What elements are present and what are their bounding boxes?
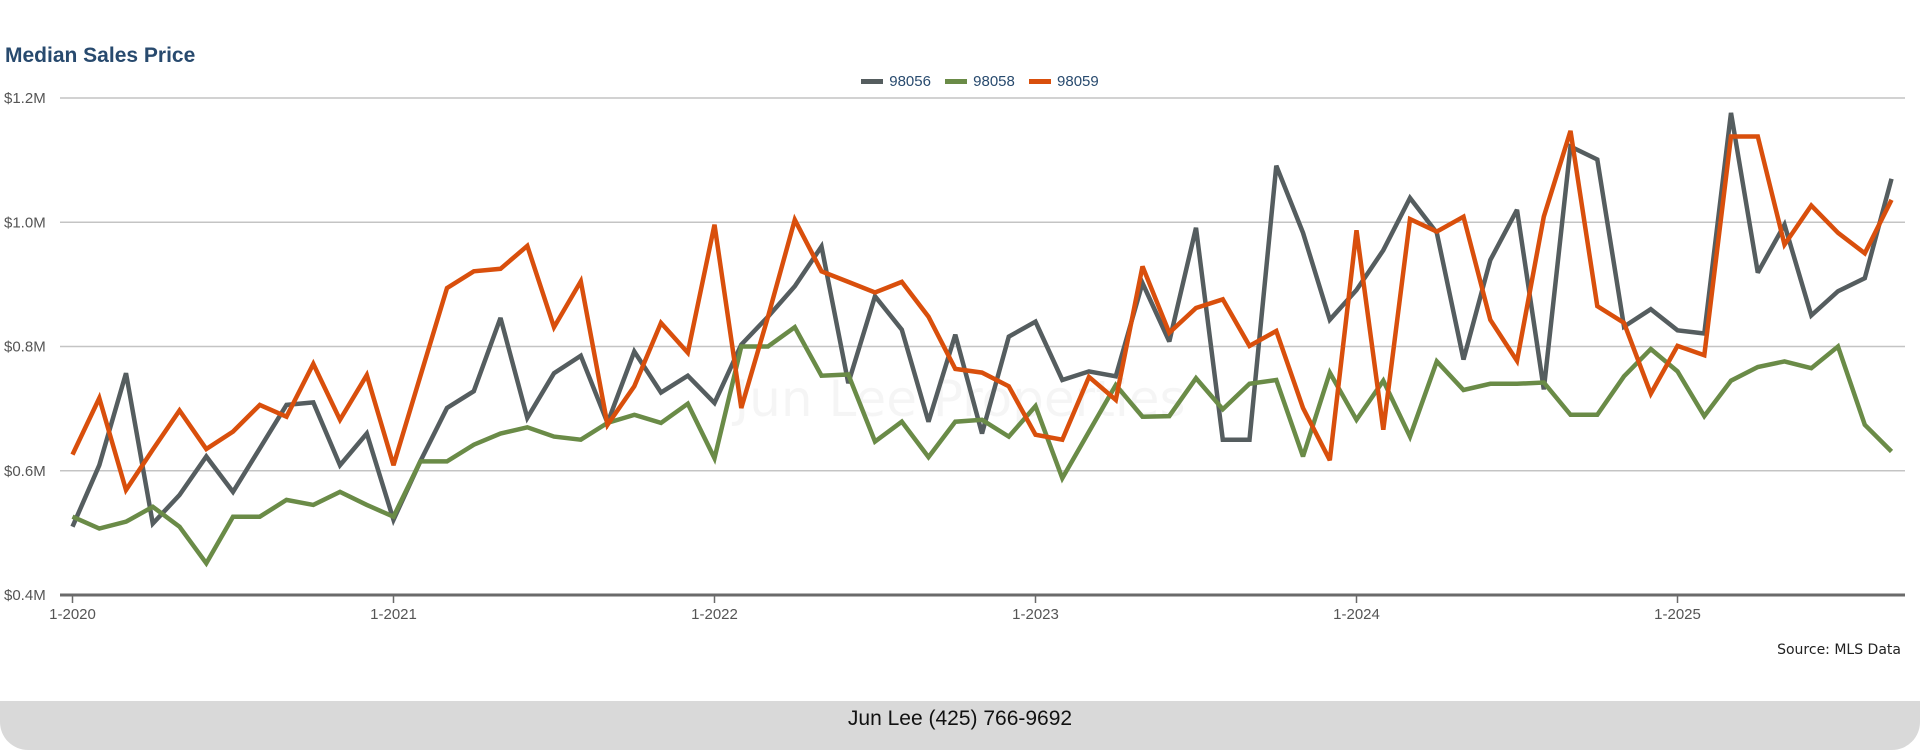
y-tick-label: $0.4M	[4, 587, 46, 604]
series-line-98059	[70, 130, 1894, 496]
series-line-98056	[70, 112, 1894, 529]
contact-text: Jun Lee (425) 766-9692	[847, 707, 1073, 730]
chart-legend: 98056 98058 98059	[0, 73, 1920, 90]
legend-swatch	[945, 78, 968, 84]
source-note: Source: MLS Data	[1777, 642, 1901, 658]
y-tick-label: $0.6M	[4, 463, 46, 480]
legend-item-98059[interactable]: 98059	[1029, 73, 1099, 90]
legend-label: 98058	[973, 73, 1015, 90]
series-98058	[71, 323, 1894, 568]
y-tick-label: $1.2M	[4, 90, 46, 107]
y-axis-labels: $1.2M $1.0M $0.8M $0.6M $0.4M	[4, 90, 46, 604]
y-tick-label: $1.0M	[4, 214, 46, 231]
series-lines	[70, 112, 1894, 568]
series-line-98058	[71, 323, 1894, 568]
legend-swatch	[1029, 78, 1052, 84]
y-tick-label: $0.8M	[4, 339, 46, 356]
x-axis: 1-2020 1-2021 1-2022 1-2023 1-2024 1-2025	[49, 593, 1905, 623]
line-chart: $1.2M$1.0M$0.8M$0.6M$0.4M 1-2020 1-2021 1-…	[4, 90, 1905, 623]
legend-item-98058[interactable]: 98058	[945, 73, 1015, 90]
x-tick-label: 1-2022	[691, 606, 738, 623]
legend-label: 98056	[889, 73, 931, 90]
series-98056	[70, 112, 1894, 529]
legend-swatch	[861, 78, 884, 84]
x-tick-label: 1-2024	[1333, 606, 1380, 623]
footer-contact-bar: Jun Lee (425) 766-9692	[0, 701, 1920, 750]
legend-label: 98059	[1057, 73, 1099, 90]
x-tick-label: 1-2020	[49, 606, 96, 623]
x-tick-label: 1-2023	[1012, 606, 1059, 623]
legend-item-98056[interactable]: 98056	[861, 73, 931, 90]
series-98059	[70, 130, 1894, 496]
x-tick-label: 1-2025	[1654, 606, 1701, 623]
x-tick-label: 1-2021	[370, 606, 417, 623]
grid-lines	[60, 97, 1905, 472]
chart-title: Median Sales Price	[5, 44, 196, 67]
